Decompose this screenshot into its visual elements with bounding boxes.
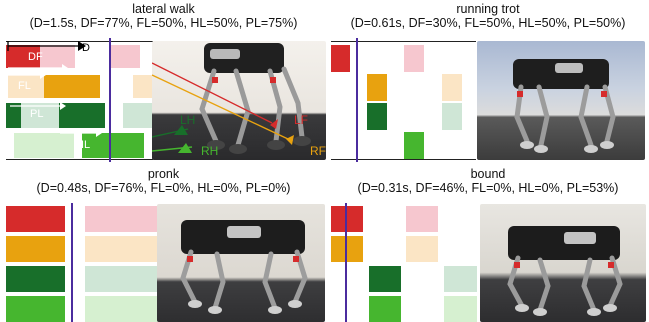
- robot-illustration: [152, 43, 311, 154]
- gait-diagram: [6, 204, 158, 322]
- rh-stance-bar: [369, 296, 401, 322]
- lf-light-bar: [85, 236, 158, 262]
- time-marker-line: [71, 203, 73, 322]
- label-rf: RF: [310, 144, 326, 158]
- annotation-d: D: [82, 42, 90, 54]
- panel-title: bound (D=0.31s, DF=46%, FL=0%, HL=0%, PL…: [327, 167, 649, 195]
- lh-stance-bar: [6, 266, 65, 292]
- robot-photo: [477, 41, 645, 160]
- annotation-pl: PL: [30, 108, 44, 120]
- lh-stance-bar: [369, 266, 401, 292]
- lf-stance-bar: [331, 236, 363, 262]
- rh-stance-bar: [404, 132, 424, 159]
- robot-photo: [480, 204, 646, 322]
- rf-light-bar: [404, 45, 424, 72]
- robot-illustration: [507, 226, 623, 316]
- robot-illustration: [513, 59, 616, 153]
- robot-illustration: [180, 220, 308, 314]
- annotation-df: DF: [28, 51, 43, 63]
- label-lh: LH: [180, 113, 196, 127]
- annotation-hl: HL: [76, 139, 91, 151]
- gait-name: running trot: [456, 2, 520, 16]
- rf-stance-bar: [331, 45, 350, 72]
- time-marker-line: [356, 38, 358, 162]
- lh-light-bar: [444, 266, 477, 292]
- gait-params: (D=1.5s, DF=77%, FL=50%, HL=50%, PL=75%): [29, 16, 298, 30]
- lf-light-bar: [133, 75, 153, 98]
- rf-stance-bar: [6, 45, 40, 68]
- gait-params: (D=0.61s, DF=30%, FL=50%, HL=50%, PL=50%…: [350, 16, 626, 30]
- gait-params: (D=0.48s, DF=76%, FL=0%, HL=0%, PL=0%): [36, 181, 291, 195]
- rf-light-bar: [40, 45, 75, 68]
- rh-light-bar: [444, 296, 477, 322]
- panel-title: lateral walk (D=1.5s, DF=77%, FL=50%, HL…: [0, 2, 327, 30]
- lh-light-bar: [442, 103, 462, 130]
- lf-light-bar: [406, 236, 438, 262]
- rf-light-bar: [406, 206, 438, 232]
- rh-light-bar: [85, 296, 158, 322]
- label-rh: RH: [201, 144, 219, 158]
- gait-diagram: [331, 41, 476, 160]
- time-marker-line: [109, 38, 111, 162]
- panel-title: running trot (D=0.61s, DF=30%, FL=50%, H…: [327, 2, 649, 30]
- robot-photo: [157, 204, 325, 322]
- gait-diagram: [331, 204, 477, 322]
- rh-light-bar: [14, 133, 74, 158]
- rf-stance-bar: [331, 206, 363, 232]
- lh-stance-bar: [59, 103, 105, 128]
- robot-photo: LH RH LF RF: [152, 41, 326, 160]
- lf-stance-bar: [6, 236, 65, 262]
- lh-light-bar: [21, 103, 59, 128]
- gait-name: lateral walk: [132, 2, 195, 16]
- lf-stance-bar: [367, 74, 387, 101]
- lh-stance-bar: [367, 103, 387, 130]
- rh-stance-bar: [6, 296, 65, 322]
- lf-stance-bar: [44, 75, 100, 98]
- annotation-arrows: [7, 41, 102, 137]
- annotation-fl: FL: [18, 80, 31, 92]
- lf-light-bar: [442, 74, 462, 101]
- gait-diagram: [6, 41, 153, 160]
- gait-params: (D=0.31s, DF=46%, FL=0%, HL=0%, PL=53%): [357, 181, 619, 195]
- rf-light-bar: [110, 45, 140, 68]
- rf-stance-bar: [6, 206, 65, 232]
- gait-name: pronk: [147, 167, 180, 181]
- rh-stance-bar: [82, 133, 144, 158]
- gait-name: bound: [470, 167, 506, 181]
- label-lf: LF: [294, 113, 309, 127]
- time-marker-line: [345, 203, 347, 322]
- lh-light-bar: [123, 103, 153, 128]
- lh-stance-bar: [6, 103, 21, 128]
- panel-title: pronk (D=0.48s, DF=76%, FL=0%, HL=0%, PL…: [0, 167, 327, 195]
- rf-light-bar: [85, 206, 158, 232]
- lf-light-bar: [8, 75, 44, 98]
- lh-light-bar: [85, 266, 158, 292]
